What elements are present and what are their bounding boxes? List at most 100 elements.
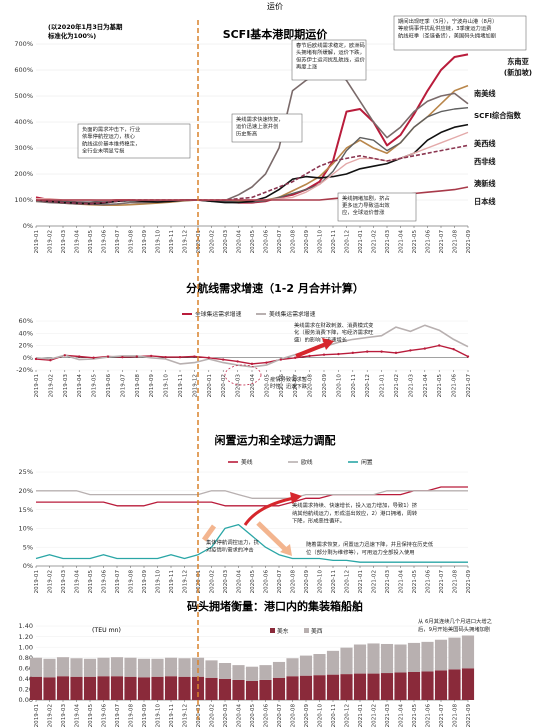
- chart1-xtick: 2021-02: [372, 230, 378, 253]
- chart4-bar-west: [286, 658, 299, 677]
- chart2-point: [34, 357, 38, 361]
- chart3-title: 闲置运力和全球运力调配: [215, 433, 336, 447]
- chart3-xtick: 2020-08: [291, 570, 297, 594]
- chart1-series-label: 美西线: [473, 139, 496, 148]
- chart3-ytick: 5%: [23, 543, 33, 551]
- chart4-ytick: 1.20: [19, 633, 33, 641]
- chart1-xtick: 2019-03: [61, 230, 67, 254]
- chart1-series-label: 澳新线: [474, 179, 496, 188]
- chart2-series-line: [35, 344, 469, 365]
- chart1-subtitle-line-1: (以2020年1月3日为基期: [48, 22, 123, 31]
- chart4-bar-west: [124, 657, 137, 677]
- chart4-bar-east: [83, 676, 97, 700]
- chart1-xtick: 2019-12: [183, 230, 189, 253]
- chart1-xtick: 2021-03: [385, 230, 391, 254]
- chart1-xtick: 2019-06: [102, 230, 108, 254]
- chart4-xtick: 2020-04: [237, 704, 243, 727]
- chart1-xtick: 2021-06: [426, 230, 432, 254]
- chart3-xtick: 2021-09: [466, 570, 472, 594]
- chart3-xtick: 2020-09: [304, 570, 310, 594]
- chart4-xtick: 2019-02: [48, 704, 54, 727]
- chart1-annotation-line: 航线旺季（圣诞备货），美国码头拥堵加剧: [398, 31, 496, 39]
- chart4-ytick: 1.00: [19, 643, 33, 651]
- chart4-xtick: 2021-09: [466, 704, 472, 727]
- chart4-bar-east: [218, 678, 232, 700]
- chart4-bar-east: [434, 670, 448, 700]
- chart3-xtick: 2019-01: [34, 570, 40, 594]
- chart2-point: [394, 351, 398, 355]
- chart4-bar-west: [434, 639, 448, 671]
- chart4-bar-east: [232, 679, 245, 700]
- chart2-point: [452, 347, 455, 351]
- chart3-annotation-line: 美线需求持续、快速增长，投入运力增加，导致1）挤: [292, 501, 418, 509]
- chart4-bar-east: [394, 672, 407, 700]
- chart4-bar-west: [29, 657, 43, 677]
- chart4-bar-east: [70, 676, 83, 700]
- chart1-annotation: 期间出现旺季（5月），宁波舟山港（8月）等疫情事件扰乱供应链，3季度运力运费航线…: [398, 17, 497, 39]
- chart3-legend-label: 欧线: [301, 458, 313, 466]
- chart3-xtick: 2020-05: [250, 570, 256, 594]
- chart2-plot: -20% 0% 20% 40% 60% 2019-01 2019-02 2019-03 2019…: [16, 310, 472, 397]
- chart2-ytick: 40%: [19, 329, 33, 337]
- chart4-bar-east: [151, 676, 164, 700]
- chart3-xtick: 2021-06: [426, 570, 432, 594]
- chart3-ytick: 25%: [19, 468, 33, 476]
- chart4-bar-east: [137, 677, 151, 700]
- chart1-xtick: 2021-04: [399, 230, 405, 254]
- chart1-xtick: 2020-08: [291, 230, 297, 254]
- chart1-ytick: 500%: [14, 92, 33, 100]
- chart1-xtick: 2019-05: [88, 230, 94, 254]
- chart3-xtick: 2021-03: [385, 570, 391, 594]
- chart2-xtick: 2020-04: [250, 374, 256, 398]
- chart3-xtick: 2020-03: [223, 570, 229, 594]
- chart3-xtick: 2019-08: [129, 570, 135, 594]
- chart1-xtick: 2019-11: [169, 230, 175, 254]
- chart4-bar-east: [124, 676, 137, 700]
- chart4-xtick: 2020-01: [196, 704, 202, 727]
- chart2-xtick: 2019-11: [178, 374, 184, 398]
- chart4-annotation-line: 后，9月开始美国码头拥堵加剧: [418, 625, 490, 633]
- chart4-bar-east: [245, 680, 259, 700]
- chart4-bar-east: [448, 669, 461, 700]
- chart4-bar-west: [394, 644, 407, 673]
- chart2-xtick: 2019-12: [192, 374, 198, 397]
- chart1-ytick: 300%: [14, 144, 33, 152]
- chart2-point: [49, 359, 52, 362]
- chart3-legend-label: 美线: [241, 458, 253, 466]
- chart4-legend-label: 美西: [311, 627, 323, 635]
- chart1-annotation-line: 期间出现旺季（5月），宁波舟山港（8月）: [398, 17, 497, 25]
- chart2-point: [78, 355, 81, 358]
- chart2-point: [409, 349, 412, 352]
- chart2-annotation: 美线需求在财政刺激、消费模式变化（服务消费下降，宅经济需求旺盛）的影响下迅速增长: [294, 321, 374, 343]
- chart4-bar-west: [326, 650, 340, 675]
- chart3-annotation-line: 下降，形成恶性循环。: [292, 517, 345, 525]
- chart2-series-line: [35, 324, 469, 368]
- chart2-annotation: 疫情导致需求暂时性、迅速下跌: [270, 375, 308, 390]
- chart4-bar-west: [367, 643, 380, 674]
- chart2-annotation-line: 美线需求在财政刺激、消费模式变: [294, 321, 374, 329]
- chart4-ytick: 0.40: [19, 675, 33, 683]
- chart2-point: [193, 355, 196, 358]
- chart2-xtick: 2019-09: [149, 374, 155, 398]
- chart1-annotation: 美线需求快速恢复，运价迅速上涨并创历史新高: [236, 115, 284, 137]
- chart3-annotation-line: 位（部分剩为维修等），可用运力全部投入使用: [306, 548, 415, 556]
- chart2-ytick: 0%: [23, 354, 33, 362]
- chart4-bar-west: [353, 644, 367, 674]
- chart2-xtick: 2019-07: [120, 374, 126, 398]
- chart4-ytick: 0.00: [19, 696, 33, 704]
- chart3-ytick: 0%: [23, 562, 33, 570]
- chart2-ytick: 60%: [19, 317, 33, 325]
- chart4-xtick: 2021-05: [412, 704, 418, 727]
- chart3-series-line: [36, 486, 468, 507]
- chart2-xtick: 2021-02: [394, 374, 400, 397]
- chart1-plot: 0% 100% 200% 300% 400% 500% 600% 700% 2019-01 201…: [14, 15, 532, 254]
- chart4-legend-label: 美东: [277, 627, 289, 635]
- chart3-xtick: 2020-11: [331, 570, 337, 594]
- chart1-ytick: 200%: [14, 170, 33, 178]
- chart3-xtick: 2019-04: [75, 570, 81, 594]
- chart3-xtick: 2019-09: [142, 570, 148, 594]
- chart2-xtick: 2020-08: [308, 374, 314, 398]
- chart4-xtick: 2019-06: [102, 704, 108, 727]
- chart2-xtick: 2020-09: [322, 374, 328, 398]
